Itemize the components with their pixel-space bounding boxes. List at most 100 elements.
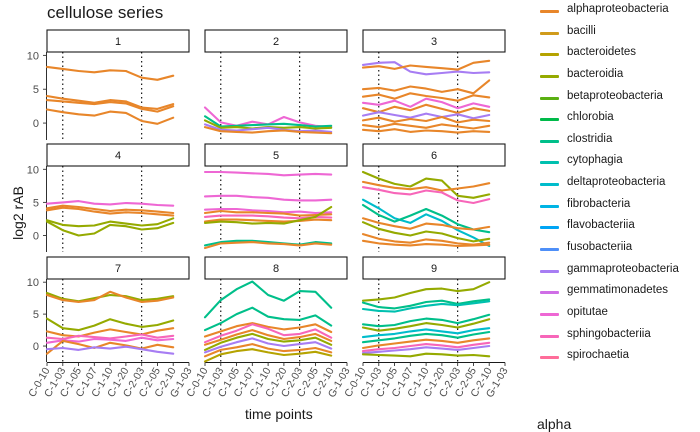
facet-strip — [204, 143, 348, 167]
series-line — [361, 180, 491, 192]
facet-strip — [362, 29, 506, 53]
facet-strip — [362, 256, 506, 280]
y-tick-label: 5 — [33, 197, 39, 209]
series-line — [203, 239, 333, 247]
legend-label: bacteroidetes — [567, 46, 637, 59]
legend-label: bacilli — [567, 24, 596, 37]
legend-swatch — [540, 10, 559, 13]
facet-label: 2 — [273, 36, 279, 48]
series-line — [45, 206, 175, 217]
series-line — [361, 318, 491, 332]
series-line — [203, 115, 333, 128]
series-line — [203, 348, 333, 363]
series-line — [203, 241, 333, 250]
y-tick-label: 0 — [33, 118, 39, 130]
series-line — [361, 330, 491, 344]
y-tick-label: 5 — [33, 309, 39, 321]
series-line — [361, 170, 491, 199]
facet-strip — [46, 29, 190, 53]
series-line — [45, 345, 175, 355]
series-line — [45, 99, 175, 113]
legend-swatch — [540, 356, 559, 360]
series-line — [203, 194, 333, 202]
series-line — [361, 298, 491, 310]
legend-label: gemmatimonadetes — [567, 284, 668, 297]
series-line — [45, 217, 175, 228]
chart-title: cellulose series — [47, 3, 164, 22]
series-line — [45, 327, 175, 338]
legend-swatch — [540, 96, 559, 100]
series-line — [203, 205, 333, 225]
series-line — [45, 290, 175, 304]
legend-label: gammaproteobacteria — [567, 262, 679, 275]
legend-label: chlorobia — [567, 111, 614, 124]
series-line — [45, 220, 175, 237]
facet-strip — [46, 256, 190, 280]
series-line — [203, 207, 333, 215]
series-line — [361, 92, 491, 102]
series-line — [361, 128, 491, 134]
x-axis-label: time points — [245, 406, 313, 422]
facet-strip — [46, 143, 190, 167]
series-line — [361, 300, 491, 313]
series-line — [361, 59, 491, 71]
series-line — [361, 281, 491, 302]
legend-label: alphaproteobacteria — [567, 3, 669, 15]
facet-label: 1 — [115, 36, 121, 48]
series-line — [361, 115, 491, 124]
series-line — [45, 291, 175, 303]
legend-label: fibrobacteria — [567, 197, 631, 210]
facet-label: 6 — [431, 150, 437, 162]
series-line — [203, 126, 333, 135]
legend-swatch — [540, 118, 559, 122]
facet-strip — [204, 256, 348, 280]
series-line — [361, 337, 491, 350]
series-line — [203, 329, 333, 346]
series-line — [203, 123, 333, 133]
series-line — [361, 221, 491, 243]
facet-strip — [362, 143, 506, 167]
y-tick-label: 0 — [33, 341, 39, 353]
series-line — [361, 186, 491, 205]
series-line — [45, 200, 175, 207]
series-line — [45, 204, 175, 215]
series-line — [361, 203, 491, 234]
series-line — [45, 108, 175, 125]
legend-label: fusobacteriia — [567, 241, 633, 254]
legend-label: betaproteobacteria — [567, 89, 663, 102]
legend-swatch — [540, 74, 559, 78]
legend-swatch — [540, 183, 559, 187]
series-line — [203, 218, 333, 223]
series-line — [361, 122, 491, 130]
legend-label: cytophagia — [567, 154, 623, 167]
facet-label: 3 — [431, 36, 437, 48]
legend-swatch — [540, 161, 559, 165]
legend-swatch — [540, 269, 559, 273]
legend-label: clostridia — [567, 132, 613, 145]
legend-label: opitutae — [567, 305, 608, 318]
y-tick-label: 0 — [33, 230, 39, 242]
legend-swatch — [540, 204, 559, 208]
legend-swatch — [540, 334, 559, 338]
series-line — [203, 306, 333, 332]
facet-label: 8 — [273, 263, 279, 275]
series-line — [45, 65, 175, 81]
series-line — [203, 280, 333, 319]
legend-swatch — [540, 312, 559, 316]
series-line — [45, 317, 175, 332]
series-line — [361, 239, 491, 248]
facet-label: 5 — [273, 150, 279, 162]
facet-label: 9 — [431, 263, 437, 275]
series-line — [361, 198, 491, 248]
series-line — [203, 322, 333, 338]
series-line — [361, 352, 491, 358]
y-axis-label: log2 rAB — [10, 186, 26, 240]
series-line — [45, 339, 175, 355]
legend-swatch — [540, 31, 559, 35]
series-line — [361, 79, 491, 95]
series-line — [361, 233, 491, 246]
y-tick-label: 10 — [27, 50, 39, 62]
series-line — [203, 170, 333, 177]
series-line — [361, 61, 491, 76]
